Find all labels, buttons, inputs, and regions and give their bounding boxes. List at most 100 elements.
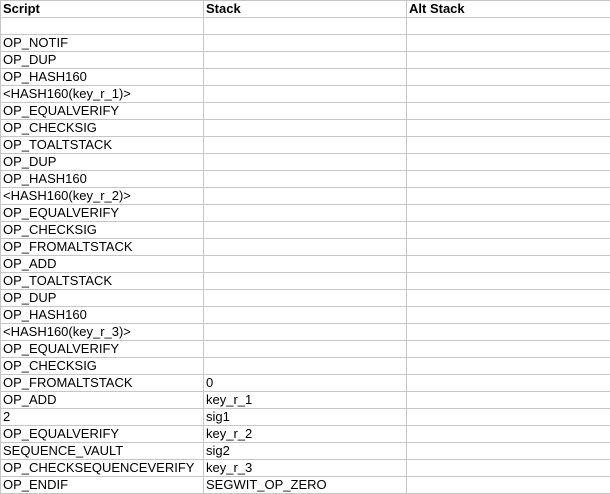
cell-alt-stack[interactable] [406,442,610,460]
table-row: <HASH160(key_r_2)> [0,187,610,205]
header-row: Script Stack Alt Stack [0,0,610,18]
cell-script[interactable]: OP_ADD [0,391,204,409]
cell-alt-stack[interactable] [406,391,610,409]
table-row: OP_HASH160 [0,68,610,86]
table-row: OP_FROMALTSTACK 0 [0,374,610,392]
cell-script[interactable]: <HASH160(key_r_2)> [0,187,204,205]
cell-stack[interactable] [203,272,407,290]
column-header-script[interactable]: Script [0,0,204,18]
cell-script[interactable]: OP_HASH160 [0,68,204,86]
cell-script[interactable] [0,17,204,35]
cell-stack[interactable] [203,187,407,205]
cell-stack[interactable]: SEGWIT_OP_ZERO [203,476,407,494]
cell-script[interactable]: OP_CHECKSIG [0,221,204,239]
cell-stack[interactable] [203,340,407,358]
cell-script[interactable]: OP_EQUALVERIFY [0,425,204,443]
cell-alt-stack[interactable] [406,357,610,375]
table-row: OP_CHECKSEQUENCEVERIFY key_r_3 [0,459,610,477]
cell-script[interactable]: OP_DUP [0,51,204,69]
cell-stack[interactable] [203,119,407,137]
cell-alt-stack[interactable] [406,476,610,494]
cell-alt-stack[interactable] [406,85,610,103]
cell-alt-stack[interactable] [406,272,610,290]
column-header-alt-stack[interactable]: Alt Stack [406,0,610,18]
table-row: OP_EQUALVERIFY [0,102,610,120]
cell-stack[interactable] [203,238,407,256]
grid-body: OP_NOTIF OP_DUP OP_HASH160 <HASH160(key_r_1… [0,17,610,494]
cell-script[interactable]: SEQUENCE_VAULT [0,442,204,460]
table-row: OP_CHECKSIG [0,119,610,137]
cell-stack[interactable] [203,289,407,307]
cell-stack[interactable] [203,17,407,35]
cell-script[interactable]: OP_HASH160 [0,306,204,324]
cell-stack[interactable] [203,306,407,324]
table-row: SEQUENCE_VAULT sig2 [0,442,610,460]
cell-script[interactable]: 2 [0,408,204,426]
cell-alt-stack[interactable] [406,34,610,52]
cell-script[interactable]: OP_NOTIF [0,34,204,52]
cell-script[interactable]: OP_TOALTSTACK [0,136,204,154]
cell-script[interactable]: OP_TOALTSTACK [0,272,204,290]
cell-stack[interactable] [203,255,407,273]
cell-alt-stack[interactable] [406,119,610,137]
cell-script[interactable]: OP_EQUALVERIFY [0,204,204,222]
cell-alt-stack[interactable] [406,68,610,86]
cell-alt-stack[interactable] [406,153,610,171]
cell-script[interactable]: OP_CHECKSIG [0,357,204,375]
cell-alt-stack[interactable] [406,323,610,341]
cell-stack[interactable] [203,51,407,69]
cell-alt-stack[interactable] [406,340,610,358]
table-row: 2 sig1 [0,408,610,426]
cell-alt-stack[interactable] [406,238,610,256]
cell-stack[interactable] [203,136,407,154]
cell-script[interactable]: OP_DUP [0,153,204,171]
cell-alt-stack[interactable] [406,289,610,307]
cell-stack[interactable]: sig1 [203,408,407,426]
cell-stack[interactable] [203,102,407,120]
cell-alt-stack[interactable] [406,459,610,477]
cell-script[interactable]: OP_FROMALTSTACK [0,238,204,256]
cell-alt-stack[interactable] [406,17,610,35]
cell-script[interactable]: <HASH160(key_r_1)> [0,85,204,103]
cell-stack[interactable] [203,221,407,239]
cell-stack[interactable] [203,357,407,375]
cell-script[interactable]: OP_DUP [0,289,204,307]
cell-alt-stack[interactable] [406,306,610,324]
cell-script[interactable]: OP_ADD [0,255,204,273]
cell-alt-stack[interactable] [406,136,610,154]
cell-script[interactable]: OP_HASH160 [0,170,204,188]
cell-script[interactable]: OP_FROMALTSTACK [0,374,204,392]
cell-alt-stack[interactable] [406,374,610,392]
cell-stack[interactable] [203,204,407,222]
column-header-stack[interactable]: Stack [203,0,407,18]
cell-alt-stack[interactable] [406,51,610,69]
cell-stack[interactable] [203,170,407,188]
cell-alt-stack[interactable] [406,408,610,426]
cell-alt-stack[interactable] [406,187,610,205]
cell-script[interactable]: OP_ENDIF [0,476,204,494]
cell-stack[interactable] [203,85,407,103]
cell-stack[interactable] [203,68,407,86]
cell-alt-stack[interactable] [406,425,610,443]
cell-script[interactable]: OP_CHECKSEQUENCEVERIFY [0,459,204,477]
cell-stack[interactable]: key_r_2 [203,425,407,443]
cell-script[interactable]: OP_CHECKSIG [0,119,204,137]
cell-alt-stack[interactable] [406,102,610,120]
cell-stack[interactable]: 0 [203,374,407,392]
cell-alt-stack[interactable] [406,170,610,188]
table-row: OP_TOALTSTACK [0,136,610,154]
cell-stack[interactable] [203,34,407,52]
cell-script[interactable]: <HASH160(key_r_3)> [0,323,204,341]
cell-stack[interactable] [203,153,407,171]
table-row: OP_DUP [0,153,610,171]
cell-stack[interactable]: key_r_1 [203,391,407,409]
cell-stack[interactable]: sig2 [203,442,407,460]
cell-stack[interactable] [203,323,407,341]
cell-stack[interactable]: key_r_3 [203,459,407,477]
cell-alt-stack[interactable] [406,255,610,273]
table-row: OP_NOTIF [0,34,610,52]
cell-script[interactable]: OP_EQUALVERIFY [0,102,204,120]
cell-alt-stack[interactable] [406,221,610,239]
cell-script[interactable]: OP_EQUALVERIFY [0,340,204,358]
cell-alt-stack[interactable] [406,204,610,222]
